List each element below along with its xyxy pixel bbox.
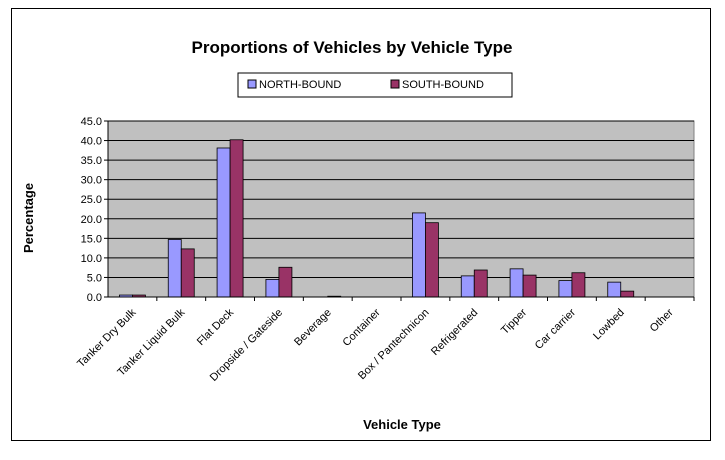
- bar-south: [620, 290, 635, 298]
- y-tick-labels: 0.0 5.0 10.0 15.0 20.0 25.0 30.0 35.0 40.0 45.0: [81, 116, 102, 304]
- x-tick-label: Lowbed: [591, 307, 627, 343]
- bar-north: [558, 280, 573, 298]
- y-tick-label: 15.0: [81, 233, 102, 245]
- y-tick-label: 5.0: [87, 272, 102, 284]
- bar-north: [167, 239, 182, 298]
- bar-south: [571, 272, 586, 298]
- y-tick-label: 40.0: [81, 136, 102, 148]
- chart-title: Proportions of Vehicles by Vehicle Type: [192, 38, 513, 57]
- y-axis-title: Percentage: [21, 183, 36, 253]
- x-tick-label: Car carrier: [533, 306, 578, 351]
- bar-north: [460, 275, 475, 298]
- x-tick-label: Container: [340, 306, 382, 348]
- gridlines: [108, 120, 694, 278]
- bar-south: [522, 274, 537, 298]
- bar-north: [509, 268, 524, 298]
- x-tick-label: Other: [648, 306, 676, 334]
- y-tick-label: 45.0: [81, 116, 102, 128]
- y-tick-label: 25.0: [81, 194, 102, 206]
- chart-frame: Proportions of Vehicles by Vehicle Type …: [11, 8, 711, 441]
- bar-south: [180, 248, 195, 298]
- bar-north: [412, 212, 426, 298]
- y-tick-label: 30.0: [81, 175, 102, 187]
- bar-south: [278, 266, 293, 298]
- legend-box: [237, 72, 513, 98]
- axes: [104, 120, 695, 301]
- legend-swatch-south: [390, 79, 400, 89]
- bars: [119, 139, 635, 298]
- legend: NORTH-BOUND SOUTH-BOUND: [237, 72, 513, 98]
- x-tick-label: Beverage: [292, 307, 334, 349]
- bar-south: [229, 139, 244, 298]
- plot-area: [107, 120, 695, 298]
- legend-swatch-north: [247, 79, 257, 89]
- bar-north: [607, 281, 622, 298]
- y-tick-label: 0.0: [87, 292, 102, 304]
- bar-north: [265, 278, 280, 298]
- chart-svg: Proportions of Vehicles by Vehicle Type …: [21, 38, 695, 432]
- bar-south: [473, 269, 488, 298]
- x-axis-title: Vehicle Type: [363, 417, 441, 432]
- x-tick-label: Tipper: [499, 306, 529, 336]
- y-tick-label: 35.0: [81, 155, 102, 167]
- legend-label-south: SOUTH-BOUND: [402, 79, 484, 91]
- legend-label-north: NORTH-BOUND: [259, 79, 341, 91]
- bar-north: [216, 147, 231, 298]
- x-tick-label: Flat Deck: [195, 306, 237, 348]
- x-tick-label: Refrigerated: [429, 307, 480, 358]
- y-tick-label: 20.0: [81, 214, 102, 226]
- y-tick-label: 10.0: [81, 253, 102, 265]
- bar-south: [425, 222, 439, 298]
